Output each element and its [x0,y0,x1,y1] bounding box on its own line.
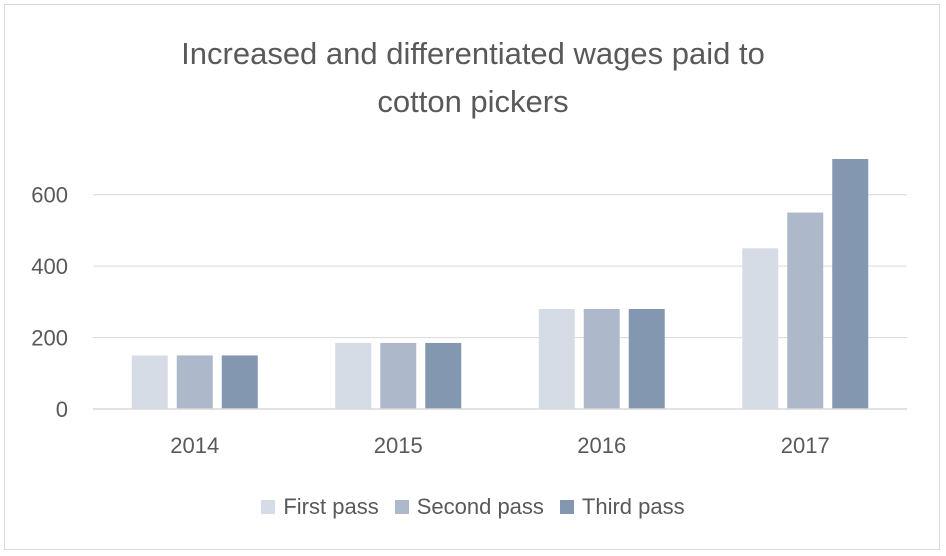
legend-item-third-pass: Third pass [559,494,685,520]
x-tick-label-2014: 2014 [170,433,219,458]
bar-third-pass-2014 [221,355,258,409]
legend-item-second-pass: Second pass [394,494,544,520]
legend-swatch-second-pass [394,500,409,514]
y-tick-label: 600 [31,183,68,208]
chart-frame [4,4,940,550]
legend-item-first-pass: First pass [261,494,379,520]
bar-second-pass-2014 [176,355,213,409]
gridlines [93,194,907,339]
bar-third-pass-2016 [628,309,665,409]
bar-second-pass-2017 [787,212,824,409]
chart-title-line-1: Increased and differentiated wages paid … [181,36,765,71]
legend-swatch-third-pass [559,500,574,514]
bar-third-pass-2017 [832,159,869,409]
bar-first-pass-2014 [131,355,168,409]
bar-first-pass-2015 [335,342,372,409]
bar-second-pass-2016 [583,309,620,409]
y-tick-label: 400 [31,254,68,279]
legend-swatch-first-pass [261,500,276,514]
bar-first-pass-2016 [538,309,575,409]
x-tick-label-2015: 2015 [374,433,423,458]
bar-third-pass-2015 [425,342,462,409]
bars [131,159,869,409]
legend-label-first-pass: First pass [283,494,379,519]
x-tick-label-2016: 2016 [577,433,626,458]
legend: First pass Second pass Third pass [0,490,946,524]
x-tick-label-2017: 2017 [781,433,830,458]
legend-label-third-pass: Third pass [581,494,685,519]
x-axis-tick-labels: 2014 2015 2016 2017 [170,433,829,458]
bar-second-pass-2015 [380,342,417,409]
chart-title: Increased and differentiated wages paid … [0,30,946,126]
y-axis-tick-labels: 0 200 400 600 [31,183,68,422]
y-tick-label: 200 [31,326,68,351]
y-tick-label: 0 [56,397,68,422]
legend-label-second-pass: Second pass [416,494,544,519]
chart-title-line-2: cotton pickers [377,84,569,119]
bar-first-pass-2017 [742,248,779,409]
